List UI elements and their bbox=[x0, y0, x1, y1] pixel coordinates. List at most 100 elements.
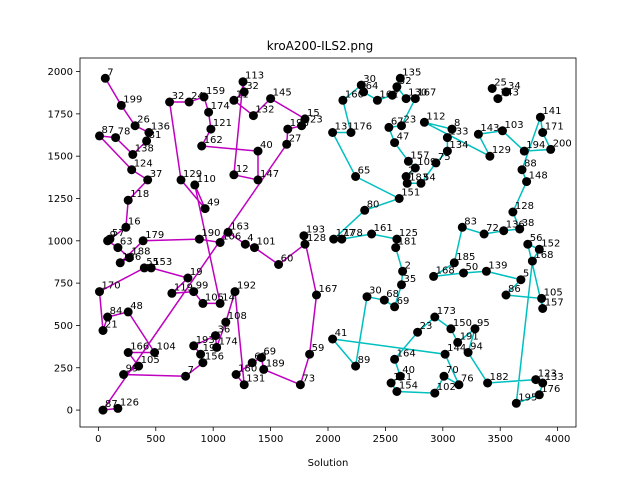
city-label: 108 bbox=[228, 311, 247, 322]
city-point bbox=[485, 151, 495, 161]
city-point bbox=[501, 290, 511, 300]
city-point bbox=[194, 234, 204, 244]
city-point bbox=[274, 260, 284, 269]
city-label: 4 bbox=[247, 233, 253, 244]
city-point bbox=[392, 387, 402, 396]
city-point bbox=[144, 128, 154, 137]
city-label: 180 bbox=[238, 364, 257, 375]
city-label: 179 bbox=[145, 230, 164, 241]
city-point bbox=[143, 175, 153, 185]
city-point bbox=[534, 244, 544, 254]
city-label: 47 bbox=[397, 132, 410, 143]
city-point bbox=[150, 348, 160, 357]
city-label: 132 bbox=[255, 105, 274, 116]
city-label: 193 bbox=[306, 225, 325, 236]
city-label: 143 bbox=[500, 88, 519, 99]
city-point bbox=[430, 388, 440, 398]
city-label: 11 bbox=[236, 89, 249, 100]
city-label: 65 bbox=[358, 166, 371, 177]
city-label: 168 bbox=[534, 250, 553, 261]
city-label: 9 bbox=[110, 230, 116, 241]
city-point bbox=[199, 92, 209, 102]
city-label: 38 bbox=[522, 218, 535, 229]
city-label: 157 bbox=[545, 298, 564, 309]
x-axis-label: Solution bbox=[308, 458, 349, 469]
city-label: 5 bbox=[523, 269, 529, 280]
city-label: 99 bbox=[196, 281, 209, 292]
city-label: 181 bbox=[398, 237, 417, 248]
city-point bbox=[256, 353, 266, 363]
city-label: 32 bbox=[246, 81, 259, 92]
city-label: 109 bbox=[417, 157, 436, 168]
city-label: 37 bbox=[150, 169, 163, 180]
city-label: 40 bbox=[402, 365, 415, 376]
city-label: 170 bbox=[102, 281, 121, 292]
city-point bbox=[390, 354, 400, 364]
points bbox=[95, 73, 556, 415]
city-label: 62 bbox=[254, 352, 267, 363]
city-label: 199 bbox=[123, 94, 142, 105]
city-label: 24 bbox=[191, 91, 204, 102]
city-point bbox=[305, 349, 315, 359]
city-label: 73 bbox=[302, 374, 315, 385]
city-point bbox=[123, 307, 133, 317]
city-label: 106 bbox=[222, 232, 241, 243]
city-point bbox=[395, 73, 405, 83]
city-label: 136 bbox=[506, 220, 525, 231]
city-point bbox=[523, 239, 533, 249]
city-label: 16 bbox=[128, 216, 141, 227]
city-label: 12 bbox=[236, 164, 249, 175]
city-point bbox=[128, 150, 138, 159]
city-point bbox=[221, 317, 231, 327]
city-label: 176 bbox=[541, 384, 560, 395]
city-label: 76 bbox=[461, 374, 474, 385]
city-point bbox=[493, 94, 503, 104]
city-label: 105 bbox=[205, 292, 224, 303]
city-label: 188 bbox=[131, 247, 150, 258]
city-point bbox=[328, 128, 338, 137]
city-label: 19 bbox=[190, 267, 203, 278]
city-point bbox=[329, 234, 339, 244]
city-label: 151 bbox=[401, 188, 420, 199]
city-point bbox=[386, 378, 396, 388]
city-point bbox=[522, 177, 532, 187]
city-label: 55 bbox=[146, 257, 159, 268]
city-label: 103 bbox=[505, 120, 524, 131]
city-label: 130 bbox=[408, 88, 427, 99]
city-label: 87 bbox=[102, 125, 115, 136]
city-point bbox=[359, 87, 369, 97]
city-point bbox=[538, 304, 548, 313]
city-point bbox=[300, 239, 310, 249]
city-point bbox=[229, 170, 239, 180]
city-point bbox=[442, 133, 452, 143]
city-point bbox=[259, 364, 269, 374]
city-point bbox=[538, 128, 548, 137]
city-label: 21 bbox=[105, 320, 118, 331]
city-label: 133 bbox=[545, 372, 564, 383]
city-label: 40 bbox=[260, 140, 273, 151]
city-point bbox=[138, 236, 148, 246]
city-label: 138 bbox=[135, 144, 154, 155]
city-label: 87 bbox=[105, 399, 118, 410]
city-point bbox=[328, 334, 338, 344]
city-point bbox=[453, 337, 463, 347]
city-point bbox=[248, 111, 258, 121]
city-label: 123 bbox=[304, 115, 323, 126]
city-point bbox=[134, 361, 144, 371]
city-label: 182 bbox=[490, 372, 509, 383]
city-point bbox=[439, 371, 449, 381]
city-label: 143 bbox=[480, 123, 499, 134]
city-point bbox=[360, 205, 370, 215]
city-point bbox=[527, 256, 537, 266]
city-point bbox=[457, 222, 467, 232]
city-point bbox=[459, 268, 468, 278]
city-label: 156 bbox=[205, 352, 224, 363]
city-label: 50 bbox=[466, 262, 479, 273]
city-label: 190 bbox=[201, 228, 220, 239]
x-tick-label: 0 bbox=[95, 434, 101, 445]
city-point bbox=[391, 243, 401, 253]
x-tick-label: 2500 bbox=[373, 434, 398, 445]
city-label: 152 bbox=[541, 238, 560, 249]
city-label: 193 bbox=[196, 335, 215, 346]
city-label: 167 bbox=[417, 88, 436, 99]
